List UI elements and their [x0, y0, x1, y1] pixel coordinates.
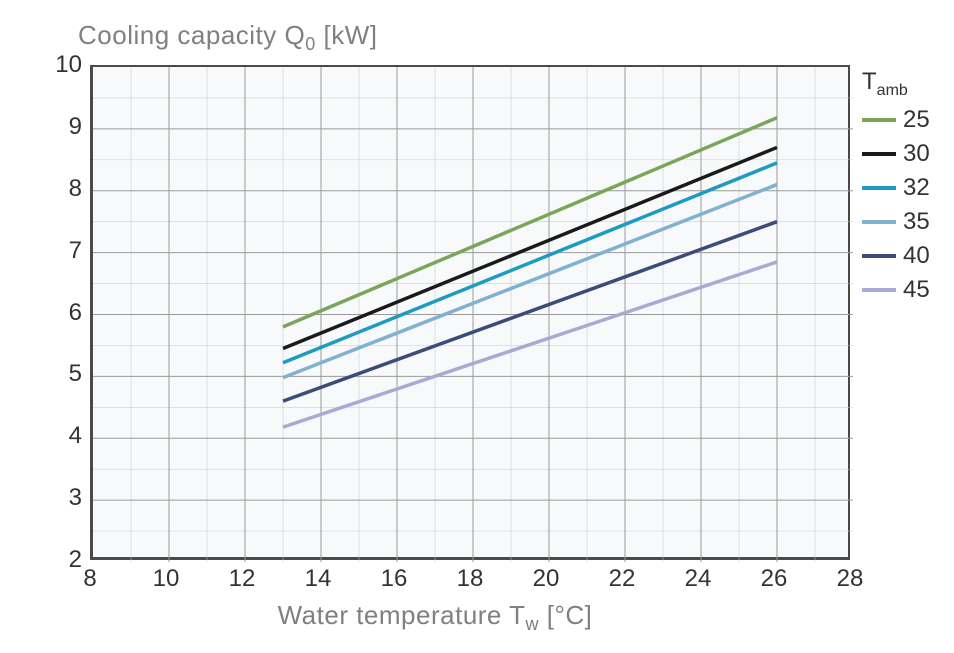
- legend-swatch: [862, 152, 896, 156]
- ytick-label: 2: [32, 546, 82, 574]
- xtick-label: 24: [685, 565, 712, 593]
- xtick-label: 28: [837, 565, 864, 593]
- xtick-label: 10: [153, 565, 180, 593]
- ytick-label: 5: [32, 360, 82, 388]
- series-line-25: [283, 118, 777, 327]
- ytick-label: 10: [32, 51, 82, 79]
- ytick-label: 3: [32, 484, 82, 512]
- chart-container: Cooling capacity Q0 [kW] 2345678910 8101…: [0, 0, 954, 653]
- xtick-label: 26: [761, 565, 788, 593]
- xtick-label: 16: [381, 565, 408, 593]
- legend-item-45: 45: [862, 274, 930, 306]
- xtick-label: 12: [229, 565, 256, 593]
- legend-item-40: 40: [862, 240, 930, 272]
- ytick-label: 6: [32, 299, 82, 327]
- xtick-label: 18: [457, 565, 484, 593]
- plot-svg: [93, 67, 853, 562]
- legend-title: Tamb: [862, 68, 908, 100]
- legend-swatch: [862, 220, 896, 224]
- legend-swatch: [862, 254, 896, 258]
- chart-title: Cooling capacity Q0 [kW]: [78, 20, 377, 55]
- plot-area: [90, 65, 850, 560]
- legend-swatch: [862, 118, 896, 122]
- legend-item-25: 25: [862, 104, 930, 136]
- series-line-45: [283, 262, 777, 427]
- series-group: [283, 118, 777, 427]
- xtick-label: 22: [609, 565, 636, 593]
- legend-swatch: [862, 186, 896, 190]
- series-line-35: [283, 185, 777, 378]
- series-line-32: [283, 163, 777, 363]
- xtick-label: 8: [83, 565, 96, 593]
- legend-item-35: 35: [862, 206, 930, 238]
- ytick-label: 8: [32, 175, 82, 203]
- xtick-label: 20: [533, 565, 560, 593]
- legend-text: 40: [903, 242, 930, 270]
- legend-text: 25: [903, 106, 930, 134]
- legend-text: 35: [903, 208, 930, 236]
- legend-text: 45: [903, 276, 930, 304]
- ytick-label: 4: [32, 422, 82, 450]
- xtick-label: 14: [305, 565, 332, 593]
- legend-text: 30: [903, 140, 930, 168]
- x-axis-label: Water temperature Tw [°C]: [0, 600, 870, 635]
- legend-swatch: [862, 288, 896, 292]
- legend-text: 32: [903, 174, 930, 202]
- ytick-label: 9: [32, 113, 82, 141]
- legend-item-30: 30: [862, 138, 930, 170]
- ytick-label: 7: [32, 237, 82, 265]
- legend-item-32: 32: [862, 172, 930, 204]
